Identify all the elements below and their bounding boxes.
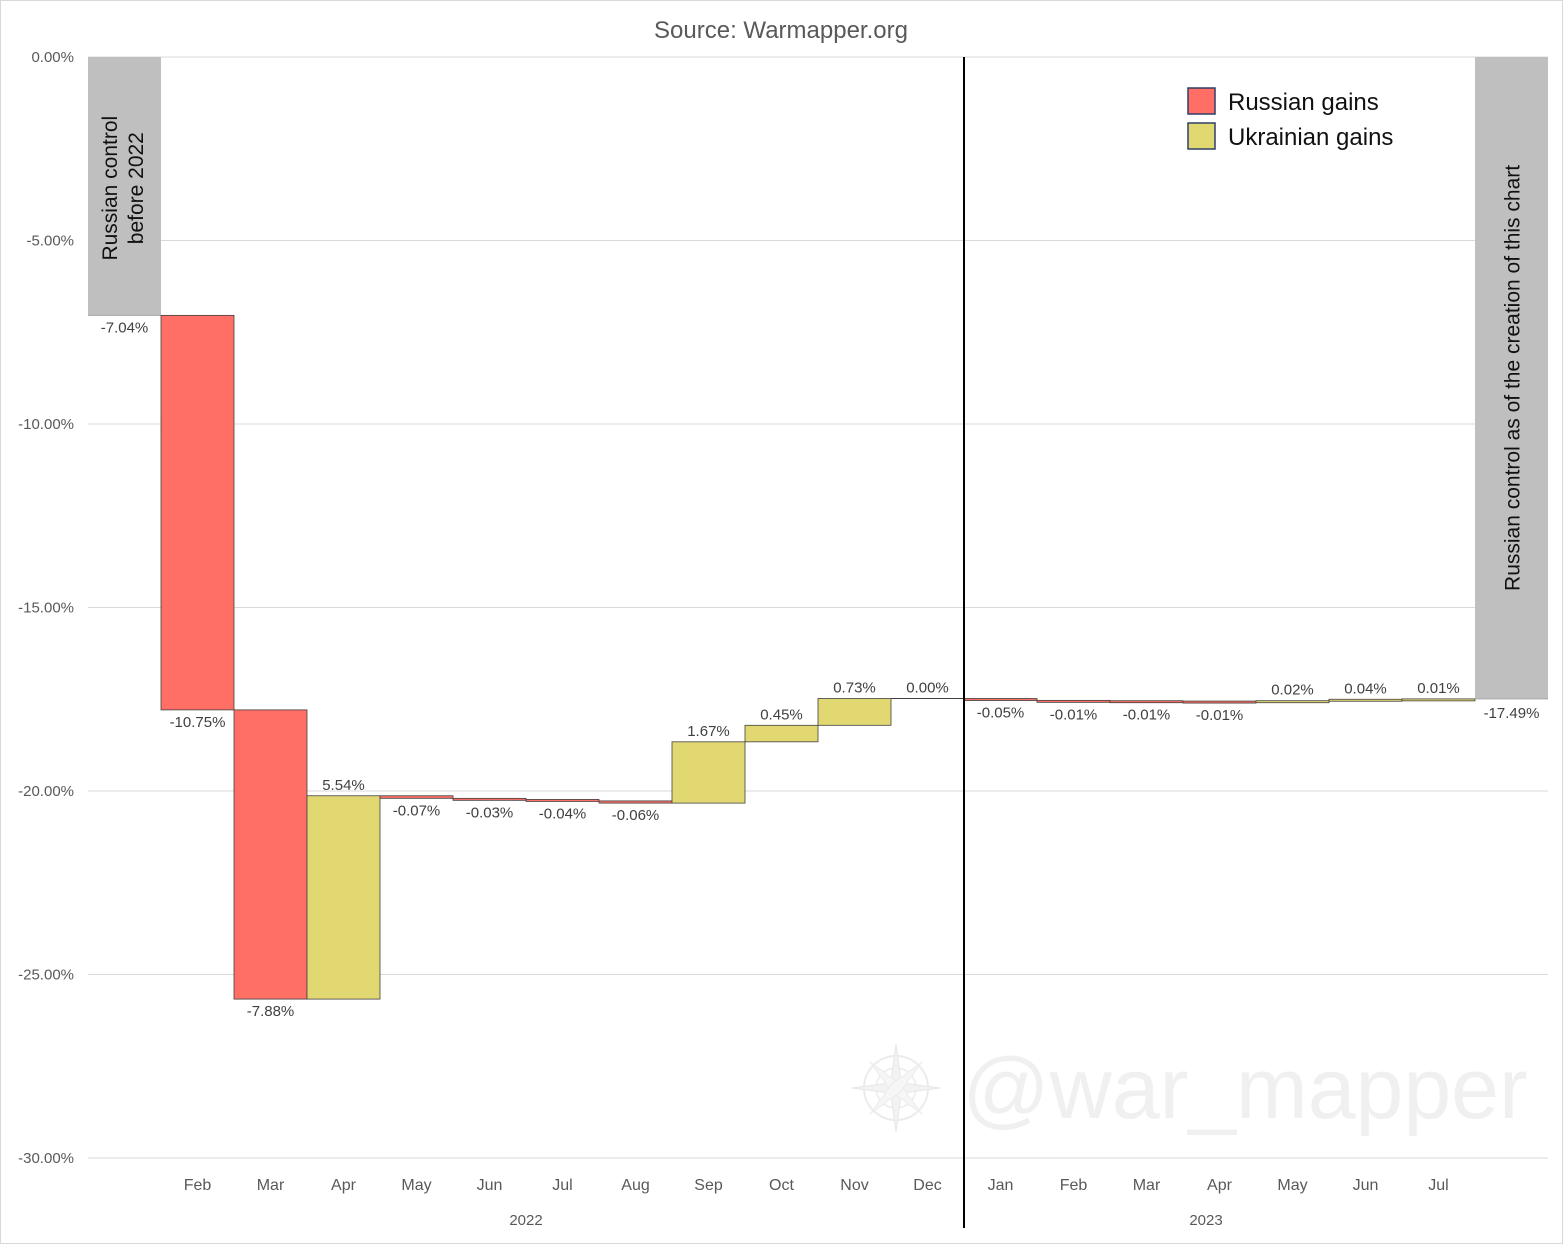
y-tick-label: -5.00% — [26, 233, 74, 250]
x-tick-label: Mar — [257, 1177, 285, 1194]
x-tick-label: Mar — [1133, 1177, 1161, 1194]
bar — [1036, 699, 1111, 703]
x-tick-label: Jul — [552, 1177, 572, 1194]
y-tick-label: -15.00% — [18, 600, 74, 617]
bar — [744, 724, 819, 743]
x-tick-label: Jun — [477, 1177, 503, 1194]
year-label: 2023 — [1189, 1212, 1222, 1229]
data-label: 0.04% — [1344, 680, 1387, 697]
x-tick-label: Aug — [621, 1177, 649, 1194]
data-label: 0.00% — [906, 680, 949, 697]
bars — [88, 57, 1548, 1000]
start-total-bar — [88, 57, 161, 316]
y-tick-label: -25.00% — [18, 967, 74, 984]
data-label: -7.04% — [101, 319, 149, 336]
x-tick-label: Jan — [988, 1177, 1014, 1194]
data-label: -7.88% — [247, 1003, 295, 1020]
bar — [671, 741, 746, 804]
y-axis-ticks: 0.00% -5.00% -10.00% -15.00% -20.00% -25.00% -… — [18, 49, 74, 1167]
data-label: -0.06% — [612, 807, 660, 824]
bar — [379, 795, 454, 799]
data-label: -0.01% — [1123, 707, 1171, 724]
end-total-caption: Russian control as of the creation of th… — [1502, 165, 1525, 591]
data-label: -0.05% — [977, 705, 1025, 722]
data-label: -0.04% — [539, 805, 587, 822]
start-total-caption: Russian control before 2022 — [99, 116, 148, 261]
data-labels: -7.04% Russian control before 2022 -10.75% -… — [99, 116, 1539, 1020]
y-tick-label: -20.00% — [18, 783, 74, 800]
bar — [1401, 698, 1476, 702]
x-tick-label: Apr — [1207, 1177, 1233, 1194]
data-label: -10.75% — [170, 714, 226, 731]
bar — [233, 709, 308, 1000]
data-label: 0.45% — [760, 706, 803, 723]
data-label: 0.73% — [833, 680, 876, 697]
data-label: 1.67% — [687, 723, 730, 740]
end-total-bar — [1475, 57, 1548, 699]
bar — [160, 314, 235, 711]
legend-label-russian: Russian gains — [1228, 89, 1379, 116]
x-tick-label: Jul — [1428, 1177, 1448, 1194]
y-tick-label: -30.00% — [18, 1150, 74, 1167]
bar — [1109, 700, 1184, 704]
bar — [306, 795, 381, 1000]
data-label: 0.01% — [1417, 680, 1460, 697]
x-axis-ticks: Feb Mar Apr May Jun Jul Aug Sep Oct Nov Dec Jan Feb M… — [184, 1177, 1449, 1229]
watermark: @war_mapper — [851, 1041, 1528, 1137]
year-label: 2022 — [509, 1212, 542, 1229]
compass-rose-icon — [851, 1043, 941, 1133]
y-tick-label: 0.00% — [31, 49, 74, 66]
legend: Russian gains Ukrainian gains — [1187, 87, 1393, 151]
bar — [1255, 700, 1330, 704]
x-tick-label: Jun — [1353, 1177, 1379, 1194]
data-label: -0.07% — [393, 802, 441, 819]
x-tick-label: Apr — [331, 1177, 357, 1194]
y-tick-label: -10.00% — [18, 416, 74, 433]
x-tick-label: Nov — [840, 1177, 868, 1194]
x-tick-label: May — [401, 1177, 431, 1194]
bar — [817, 698, 892, 726]
bar — [963, 698, 1038, 701]
legend-label-ukrainian: Ukrainian gains — [1228, 124, 1393, 151]
x-tick-label: Sep — [694, 1177, 723, 1194]
legend-swatch-russian — [1187, 87, 1216, 115]
bar — [525, 799, 600, 802]
x-tick-label: Feb — [1060, 1177, 1088, 1194]
x-tick-label: Oct — [769, 1177, 794, 1194]
x-tick-label: Dec — [913, 1177, 941, 1194]
bar — [598, 800, 673, 804]
data-label: -0.03% — [466, 804, 514, 821]
data-label: -0.01% — [1196, 707, 1244, 724]
bar — [1182, 700, 1257, 704]
legend-swatch-ukrainian — [1187, 122, 1216, 150]
bar — [1328, 698, 1403, 702]
data-label: 5.54% — [322, 777, 365, 794]
x-tick-label: May — [1277, 1177, 1307, 1194]
bar — [452, 797, 527, 801]
chart-title: Source: Warmapper.org — [654, 17, 908, 44]
data-label: -0.01% — [1050, 706, 1098, 723]
watermark-text: @war_mapper — [962, 1041, 1527, 1137]
data-label: 0.02% — [1271, 682, 1314, 699]
x-tick-label: Feb — [184, 1177, 212, 1194]
data-label: -17.49% — [1484, 705, 1540, 722]
